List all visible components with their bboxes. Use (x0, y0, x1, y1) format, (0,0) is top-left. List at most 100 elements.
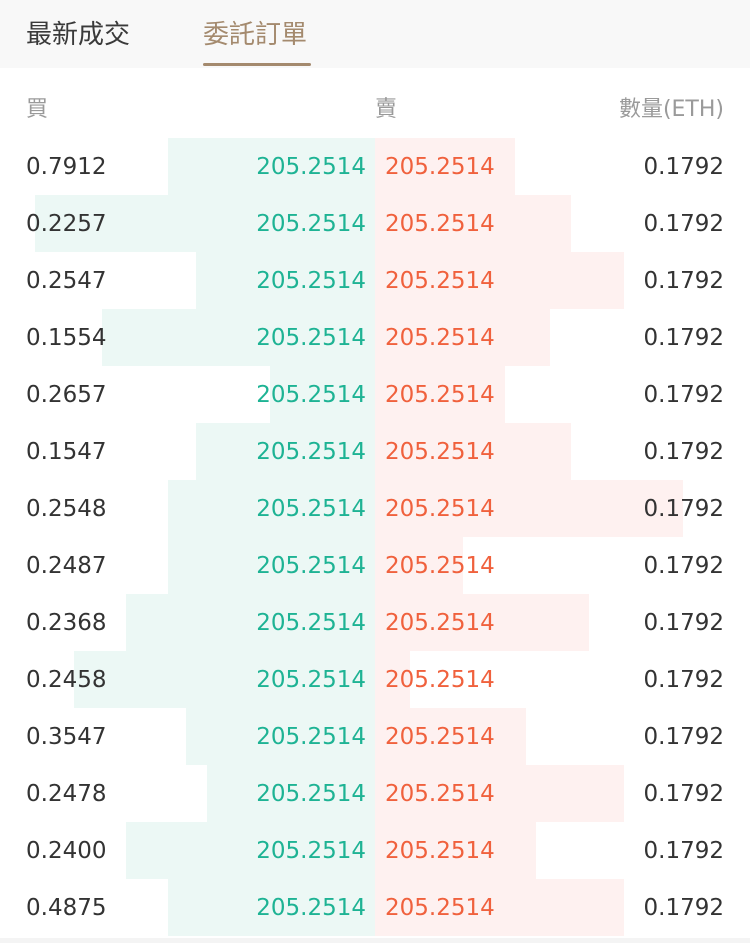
orderbook-row[interactable]: 0.2547 205.2514 205.2514 0.1792 (0, 252, 750, 309)
buy-quantity: 0.2548 (26, 496, 107, 522)
buy-price: 205.2514 (256, 325, 366, 351)
buy-price: 205.2514 (256, 724, 366, 750)
sell-price: 205.2514 (385, 211, 495, 237)
sell-depth-bar (375, 879, 624, 936)
buy-price: 205.2514 (256, 781, 366, 807)
buy-depth-bar (196, 423, 375, 480)
sell-quantity: 0.1792 (643, 895, 724, 921)
sell-quantity: 0.1792 (643, 553, 724, 579)
sell-depth-bar (375, 822, 536, 879)
orderbook-row[interactable]: 0.2548 205.2514 205.2514 0.1792 (0, 480, 750, 537)
buy-depth-bar (186, 708, 375, 765)
sell-quantity: 0.1792 (643, 154, 724, 180)
tab-bar: 最新成交 委託訂單 (0, 0, 750, 68)
sell-depth-bar (375, 594, 589, 651)
buy-price: 205.2514 (256, 610, 366, 636)
sell-price: 205.2514 (385, 838, 495, 864)
buy-quantity: 0.3547 (26, 724, 107, 750)
orderbook-row[interactable]: 0.2368 205.2514 205.2514 0.1792 (0, 594, 750, 651)
buy-depth-bar (207, 765, 375, 822)
buy-quantity: 0.1554 (26, 325, 107, 351)
buy-quantity: 0.2458 (26, 667, 107, 693)
sell-price: 205.2514 (385, 724, 495, 750)
sell-quantity: 0.1792 (643, 382, 724, 408)
sell-price: 205.2514 (385, 610, 495, 636)
buy-depth-bar (168, 879, 375, 936)
sell-quantity: 0.1792 (643, 610, 724, 636)
active-tab-indicator (203, 63, 311, 66)
sell-price: 205.2514 (385, 895, 495, 921)
buy-depth-bar (126, 594, 375, 651)
orderbook-row[interactable]: 0.2487 205.2514 205.2514 0.1792 (0, 537, 750, 594)
tab-latest-trades[interactable]: 最新成交 (26, 20, 131, 50)
sell-depth-bar (375, 138, 515, 195)
orderbook-row[interactable]: 0.7912 205.2514 205.2514 0.1792 (0, 138, 750, 195)
sell-depth-bar (375, 537, 463, 594)
buy-quantity: 0.4875 (26, 895, 107, 921)
buy-price: 205.2514 (256, 895, 366, 921)
sell-quantity: 0.1792 (643, 667, 724, 693)
buy-depth-bar (168, 537, 375, 594)
sell-depth-bar (375, 765, 624, 822)
buy-depth-bar (196, 252, 375, 309)
sell-depth-bar (375, 708, 526, 765)
buy-price: 205.2514 (256, 268, 366, 294)
sell-depth-bar (375, 252, 624, 309)
tab-open-orders[interactable]: 委託訂單 (203, 20, 308, 50)
buy-depth-bar (168, 480, 375, 537)
buy-quantity: 0.2368 (26, 610, 107, 636)
buy-quantity: 0.1547 (26, 439, 107, 465)
sell-price: 205.2514 (385, 154, 495, 180)
buy-price: 205.2514 (256, 667, 366, 693)
buy-quantity: 0.2478 (26, 781, 107, 807)
sell-price: 205.2514 (385, 382, 495, 408)
orderbook-row[interactable]: 0.1554 205.2514 205.2514 0.1792 (0, 309, 750, 366)
sell-depth-bar (375, 366, 505, 423)
sell-depth-bar (375, 651, 410, 708)
sell-quantity: 0.1792 (643, 781, 724, 807)
orderbook-header: 買 賣 數量(ETH) (0, 68, 750, 138)
buy-depth-bar (74, 651, 375, 708)
bottom-divider (0, 938, 750, 943)
sell-quantity: 0.1792 (643, 268, 724, 294)
sell-quantity: 0.1792 (643, 211, 724, 237)
sell-quantity: 0.1792 (643, 325, 724, 351)
buy-quantity: 0.2400 (26, 838, 107, 864)
sell-price: 205.2514 (385, 439, 495, 465)
sell-quantity: 0.1792 (643, 724, 724, 750)
sell-quantity: 0.1792 (643, 439, 724, 465)
orderbook-row[interactable]: 0.2400 205.2514 205.2514 0.1792 (0, 822, 750, 879)
orderbook-row[interactable]: 0.3547 205.2514 205.2514 0.1792 (0, 708, 750, 765)
buy-depth-bar (126, 822, 375, 879)
header-buy: 買 (26, 97, 49, 122)
header-sell: 賣 (375, 97, 398, 122)
buy-price: 205.2514 (256, 496, 366, 522)
orderbook-row[interactable]: 0.2458 205.2514 205.2514 0.1792 (0, 651, 750, 708)
buy-depth-bar (35, 195, 375, 252)
sell-price: 205.2514 (385, 496, 495, 522)
sell-quantity: 0.1792 (643, 838, 724, 864)
orderbook-row[interactable]: 0.2257 205.2514 205.2514 0.1792 (0, 195, 750, 252)
orderbook-row[interactable]: 0.1547 205.2514 205.2514 0.1792 (0, 423, 750, 480)
buy-depth-bar (102, 309, 375, 366)
sell-depth-bar (375, 309, 550, 366)
orderbook-row[interactable]: 0.2657 205.2514 205.2514 0.1792 (0, 366, 750, 423)
buy-price: 205.2514 (256, 211, 366, 237)
orderbook-list: 0.7912 205.2514 205.2514 0.1792 0.2257 205.25… (0, 138, 750, 936)
sell-price: 205.2514 (385, 553, 495, 579)
sell-price: 205.2514 (385, 325, 495, 351)
buy-depth-bar (270, 366, 375, 423)
buy-depth-bar (168, 138, 375, 195)
buy-quantity: 0.2547 (26, 268, 107, 294)
sell-depth-bar (375, 480, 683, 537)
orderbook-row[interactable]: 0.2478 205.2514 205.2514 0.1792 (0, 765, 750, 822)
orderbook-row[interactable]: 0.4875 205.2514 205.2514 0.1792 (0, 879, 750, 936)
buy-price: 205.2514 (256, 382, 366, 408)
buy-price: 205.2514 (256, 154, 366, 180)
sell-price: 205.2514 (385, 667, 495, 693)
sell-quantity: 0.1792 (643, 496, 724, 522)
buy-price: 205.2514 (256, 838, 366, 864)
buy-quantity: 0.2487 (26, 553, 107, 579)
sell-depth-bar (375, 195, 571, 252)
sell-depth-bar (375, 423, 571, 480)
